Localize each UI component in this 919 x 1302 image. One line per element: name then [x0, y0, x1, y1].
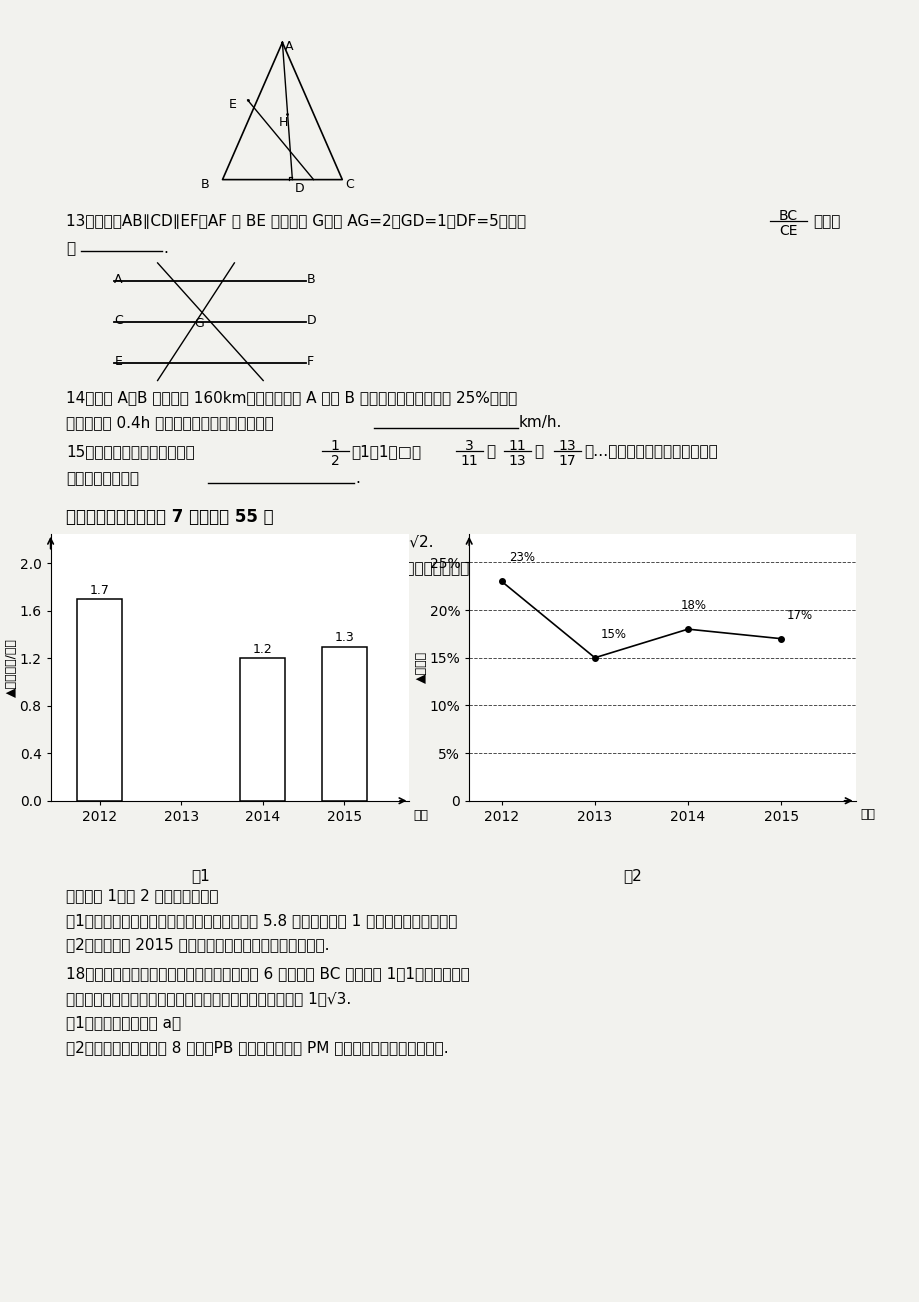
Text: 17．2016 年 6 月 15 日是父亲节，某商店老板统计了这四年父亲节当天剃须刀销售情况，以: 17．2016 年 6 月 15 日是父亲节，某商店老板统计了这四年父亲节当天剃…	[66, 560, 487, 575]
Text: 这四年父亲节当天剃须刀销售总额: 这四年父亲节当天剃须刀销售总额	[66, 605, 187, 618]
Text: 年份: 年份	[859, 807, 874, 820]
Text: C: C	[345, 177, 354, 190]
Text: 23%: 23%	[509, 551, 535, 564]
Text: 18．某地的一座人行天桥如图所示，天桥高为 6 米，坡面 BC 的坡度为 1：1，为了方便行: 18．某地的一座人行天桥如图所示，天桥高为 6 米，坡面 BC 的坡度为 1：1…	[66, 966, 470, 982]
Text: 11: 11	[460, 454, 478, 467]
Text: 16．先化简，再求值：a（a- 2b）+（a+b）²，其中 a=- 1，b=√2.: 16．先化简，再求值：a（a- 2b）+（a+b）²，其中 a=- 1，b=√2…	[66, 534, 434, 549]
Text: 请根据图 1、图 2 解答下列问题：: 请根据图 1、图 2 解答下列问题：	[66, 888, 219, 904]
Text: ，: ，	[533, 444, 542, 460]
Text: 图2: 图2	[623, 868, 641, 884]
Text: 13．如图，AB∥CD∥EF，AF 与 BE 相交于点 G，且 AG=2，GD=1，DF=5，那么: 13．如图，AB∥CD∥EF，AF 与 BE 相交于点 G，且 AG=2，GD=…	[66, 214, 526, 229]
Text: 18%: 18%	[680, 599, 706, 612]
Bar	[322, 647, 366, 801]
Text: A: A	[285, 40, 293, 53]
Text: （2）计算该店 2015 年父亲节当天甲品牌剃须刀的销售额.: （2）计算该店 2015 年父亲节当天甲品牌剃须刀的销售额.	[66, 937, 330, 952]
Bar	[240, 659, 285, 801]
Text: D: D	[306, 314, 316, 327]
Text: 15．按一定规律排列的一列数: 15．按一定规律排列的一列数	[66, 444, 195, 460]
Text: 1.7: 1.7	[89, 583, 109, 596]
Text: ，…请你仔细观察，按照此规律: ，…请你仔细观察，按照此规律	[584, 444, 717, 460]
Text: 13: 13	[508, 454, 526, 467]
Text: 13: 13	[558, 439, 575, 453]
Text: 17%: 17%	[786, 608, 812, 621]
Text: 额占当天剃须刀销售总额统计图: 额占当天剃须刀销售总额统计图	[557, 617, 669, 630]
Text: 统计图: 统计图	[188, 608, 213, 622]
Text: 11: 11	[508, 439, 526, 453]
Text: 统计图: 统计图	[188, 633, 213, 646]
Text: ，: ，	[485, 444, 494, 460]
Text: 3: 3	[465, 439, 473, 453]
Text: 年份: 年份	[413, 809, 428, 822]
Text: G: G	[194, 316, 204, 329]
Text: 额占当天剃须刀销售总额统计图: 额占当天剃须刀销售总额统计图	[488, 622, 600, 635]
Text: （1）近四年父亲节当天剃须刀销售总额一共是 5.8 万元，请将图 1 中的统计图补充完整；: （1）近四年父亲节当天剃须刀销售总额一共是 5.8 万元，请将图 1 中的统计图…	[66, 913, 458, 927]
Text: 额占当天剃须刀销售总额统计图: 额占当天剃须刀销售总额统计图	[567, 622, 678, 635]
Text: 下是根据该商店剃须刀销售的相关数据所绘制统计图的一部分.: 下是根据该商店剃须刀销售的相关数据所绘制统计图的一部分.	[66, 585, 317, 599]
Text: 统计图: 统计图	[54, 622, 78, 635]
Text: C: C	[114, 314, 123, 327]
Text: CE: CE	[778, 224, 797, 238]
Text: （1）求新坡面的坡角 a；: （1）求新坡面的坡角 a；	[66, 1016, 181, 1031]
Text: 于: 于	[66, 241, 75, 256]
Text: D: D	[294, 181, 303, 194]
Text: BC: BC	[777, 210, 797, 223]
Text: B: B	[306, 272, 314, 285]
Text: 方框内的数字应为: 方框内的数字应为	[66, 471, 140, 486]
Text: 三、解答题：本大题共 7 小题，共 55 分: 三、解答题：本大题共 7 小题，共 55 分	[66, 508, 274, 526]
Text: ，1，1，□，: ，1，1，□，	[351, 444, 421, 460]
Text: 15%: 15%	[600, 628, 626, 641]
Text: 2: 2	[331, 454, 339, 467]
Text: km/h.: km/h.	[518, 415, 562, 430]
Y-axis label: ▲销售总额/万元: ▲销售总额/万元	[5, 638, 18, 697]
Text: （2）原天桥底部正前方 8 米处（PB 的长）的文化墙 PM 是否需要拆桥？请说明理由.: （2）原天桥底部正前方 8 米处（PB 的长）的文化墙 PM 是否需要拆桥？请说…	[66, 1040, 448, 1055]
Text: 的值等: 的值等	[812, 214, 840, 229]
Text: 图1: 图1	[191, 868, 210, 884]
Text: F: F	[306, 355, 313, 368]
Text: A: A	[114, 272, 123, 285]
Y-axis label: ▲百分比: ▲百分比	[414, 651, 427, 684]
Bar	[77, 599, 122, 801]
Text: 1: 1	[331, 439, 339, 453]
Text: E: E	[228, 98, 236, 111]
Text: H: H	[278, 116, 289, 129]
Text: 17: 17	[558, 454, 575, 467]
Text: 人推车过天桥，有关部门决定降低坡度，使新坡面的坡度为 1：√3.: 人推车过天桥，有关部门决定降低坡度，使新坡面的坡度为 1：√3.	[66, 991, 351, 1006]
Text: B: B	[200, 177, 209, 190]
Text: 14．已知 A，B 两地相距 160km，一辆汽车从 A 地到 B 地的速度比原来提高了 25%，结果: 14．已知 A，B 两地相距 160km，一辆汽车从 A 地到 B 地的速度比原…	[66, 391, 517, 405]
Text: .: .	[164, 241, 168, 256]
Text: 1.2: 1.2	[253, 643, 272, 656]
Text: 这四年父亲节当天甲品牌剃须刀销售: 这四年父亲节当天甲品牌剃须刀销售	[488, 605, 616, 618]
Text: 1.3: 1.3	[334, 631, 354, 644]
Text: 比原来提前 0.4h 到达，这辆汽车原来的速度是: 比原来提前 0.4h 到达，这辆汽车原来的速度是	[66, 415, 274, 430]
Text: .: .	[355, 471, 360, 486]
Text: E: E	[114, 355, 122, 368]
